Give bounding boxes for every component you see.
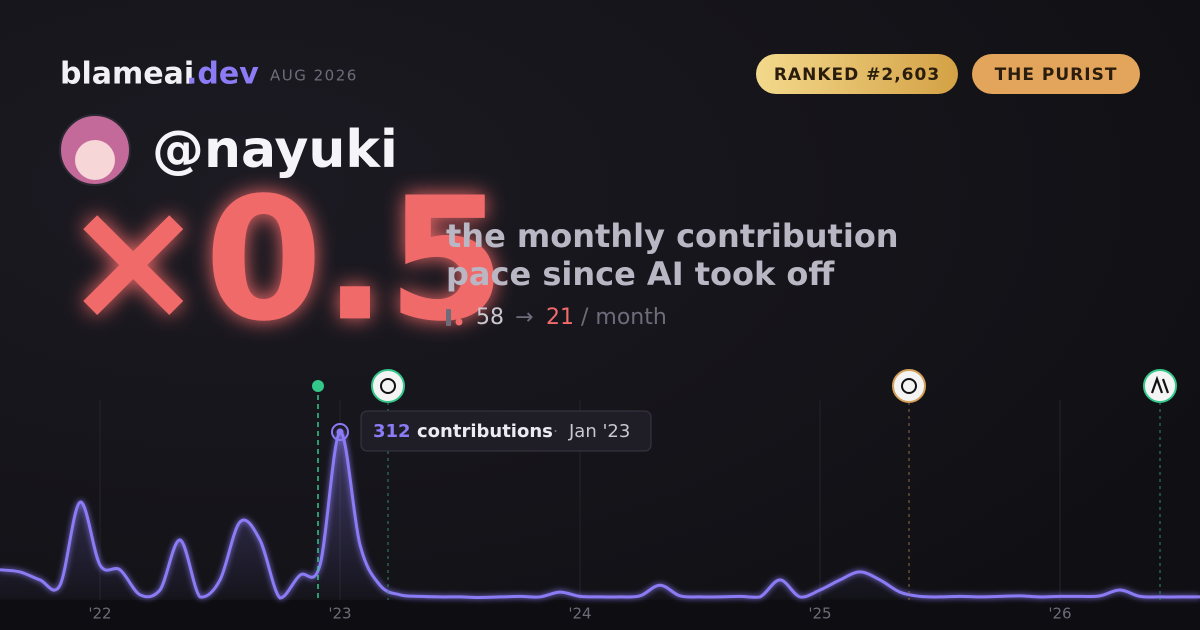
bar-icon bbox=[446, 309, 451, 326]
area bbox=[0, 431, 1200, 598]
x-tick-label: '25 bbox=[808, 605, 831, 623]
tooltip-separator: · bbox=[553, 422, 558, 441]
x-axis-band bbox=[0, 600, 1200, 630]
x-tick-label: '22 bbox=[88, 605, 111, 623]
brand: blameai bbox=[60, 57, 194, 92]
before: 58 bbox=[476, 305, 504, 330]
openai-icon bbox=[892, 369, 926, 403]
openai-glyph bbox=[380, 378, 396, 394]
anthropic-glyph bbox=[1150, 375, 1170, 394]
peak-dot bbox=[336, 428, 344, 436]
tooltip-value: 312 bbox=[373, 421, 411, 442]
brand-tld: .dev bbox=[186, 57, 259, 92]
tooltip-label: contributions bbox=[417, 421, 553, 442]
tooltip bbox=[360, 410, 652, 452]
line bbox=[0, 430, 1200, 600]
event-dot bbox=[312, 380, 324, 392]
badge bbox=[972, 54, 1140, 94]
x-tick-label: '23 bbox=[328, 605, 351, 623]
x-tick-label: '26 bbox=[1048, 605, 1071, 623]
peak-marker bbox=[331, 423, 349, 441]
avatar-face bbox=[75, 140, 115, 180]
x-tick-label: '24 bbox=[568, 605, 591, 623]
handle: @nayuki bbox=[152, 120, 398, 180]
after: 21 bbox=[546, 305, 574, 330]
badge bbox=[756, 54, 958, 94]
date: AUG 2026 bbox=[270, 67, 358, 85]
chart: '22 '23 '24 '25 '26 bbox=[0, 400, 1200, 630]
badge-text: THE PURIST bbox=[995, 65, 1118, 85]
caption: the monthly contribution bbox=[446, 217, 899, 255]
multiplier: ×0.5 bbox=[62, 161, 506, 359]
dot-icon bbox=[455, 318, 463, 326]
tooltip-date: Jan '23 bbox=[568, 421, 630, 442]
openai-icon bbox=[371, 369, 405, 403]
badge-text: RANKED #2,603 bbox=[774, 65, 940, 85]
unit: / month bbox=[581, 305, 667, 330]
openai-glyph bbox=[901, 378, 917, 394]
arrow: → bbox=[515, 305, 533, 330]
caption: pace since AI took off bbox=[446, 255, 835, 293]
